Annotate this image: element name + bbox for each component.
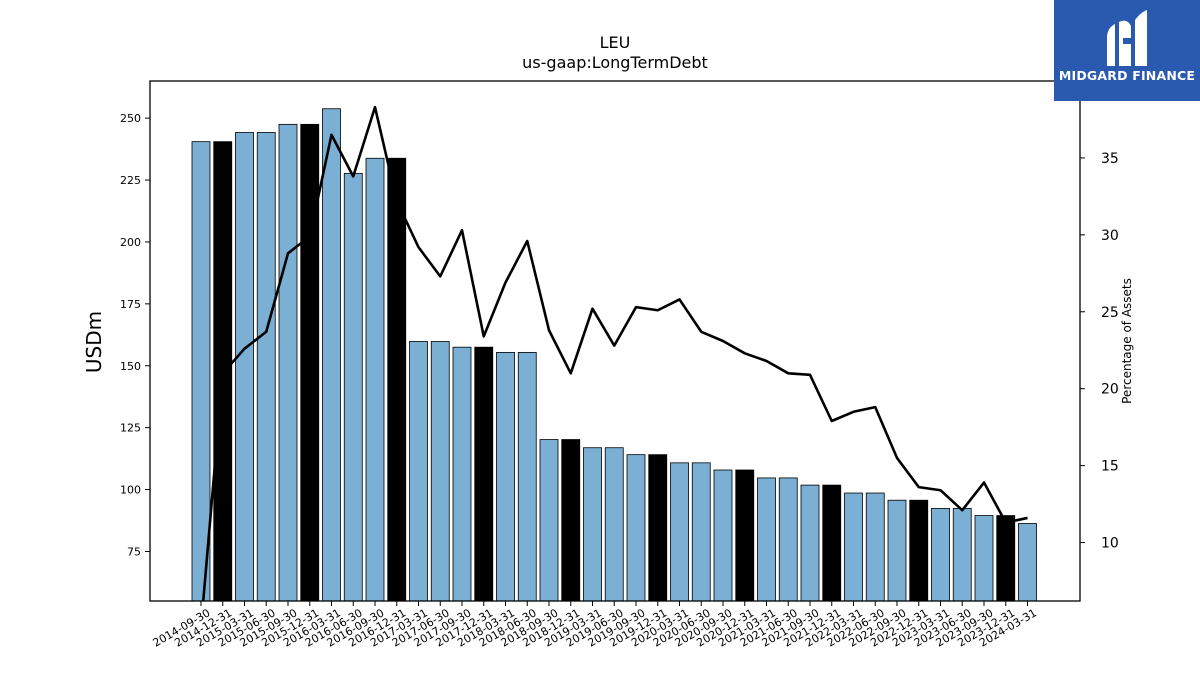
y2-tick-label: 10 — [1101, 536, 1119, 552]
plot-frame — [149, 80, 1081, 602]
bar-2023-03-31 — [931, 507, 950, 602]
bar-2016-09-30 — [365, 157, 385, 602]
bar-2016-03-31 — [322, 108, 341, 602]
y-tick-label: 250 — [120, 112, 141, 125]
bar-2019-06-30 — [604, 447, 624, 602]
line-layer — [201, 105, 1028, 601]
bar-2020-09-30 — [713, 469, 733, 602]
bar-2020-12-31 — [735, 469, 755, 602]
y2-tick-label: 30 — [1101, 228, 1119, 244]
logo-mark-icon — [1107, 10, 1147, 66]
bar-2017-06-30 — [430, 341, 450, 602]
bar-2022-06-30 — [865, 492, 885, 602]
bar-2022-03-31 — [844, 492, 863, 602]
bar-2014-09-30 — [191, 141, 211, 602]
y2-tick-label: 20 — [1101, 382, 1119, 398]
chart-title: LEU — [600, 33, 631, 52]
left-axis: 75 100 125 150 175 200 225 250 — [120, 112, 150, 558]
bar-2016-06-30 — [343, 172, 363, 602]
bar-2020-06-30 — [691, 462, 711, 602]
y-tick-label: 200 — [120, 236, 141, 249]
bar-2021-06-30 — [778, 477, 798, 602]
y-tick-label: 125 — [120, 422, 141, 435]
bar-2017-03-31 — [409, 341, 428, 602]
y-tick-label: 100 — [120, 484, 141, 497]
y-tick-label: 225 — [120, 174, 141, 187]
bar-2021-09-30 — [800, 484, 820, 602]
bar-2024-03-31 — [1018, 523, 1037, 602]
bar-2019-03-31 — [583, 447, 602, 602]
bar-2019-09-30 — [626, 454, 646, 602]
y2-axis-label: Percentage of Assets — [1120, 278, 1134, 404]
bar-2021-12-31 — [822, 484, 842, 602]
y-axis-label: USDm — [82, 311, 106, 373]
bar-2017-12-31 — [474, 346, 494, 602]
y-tick-label: 175 — [120, 298, 141, 311]
bars-layer — [191, 108, 1037, 602]
logo-text: MIDGARD FINANCE — [1058, 68, 1196, 83]
bar-2022-12-31 — [909, 499, 929, 602]
bar-2023-06-30 — [952, 507, 972, 602]
y-tick-label: 150 — [120, 360, 141, 373]
y2-tick-label: 25 — [1101, 305, 1119, 321]
bar-2021-03-31 — [757, 477, 776, 602]
bar-2017-09-30 — [452, 346, 472, 602]
percentage-line — [201, 105, 1028, 601]
chart-subtitle: us-gaap:LongTermDebt — [522, 53, 708, 72]
bar-2015-06-30 — [256, 132, 276, 602]
brand-logo: MIDGARD FINANCE — [1054, 0, 1200, 101]
bar-2015-09-30 — [278, 123, 298, 602]
bar-2015-03-31 — [235, 132, 254, 602]
bar-2020-03-31 — [670, 462, 689, 602]
bar-2018-03-31 — [496, 351, 515, 602]
y-tick-label: 75 — [127, 545, 141, 558]
right-axis: 10 15 20 25 30 35 — [1080, 151, 1119, 552]
bar-2019-12-31 — [648, 454, 668, 602]
bar-2022-09-30 — [887, 499, 907, 602]
bar-2018-09-30 — [539, 439, 559, 602]
bar-2018-06-30 — [517, 351, 537, 602]
y2-tick-label: 35 — [1101, 151, 1119, 167]
x-axis: 2014-09-302014-12-312015-03-312015-06-30… — [151, 601, 1039, 650]
bar-2023-12-31 — [996, 515, 1016, 602]
bar-2023-09-30 — [974, 515, 994, 602]
bar-2018-12-31 — [561, 439, 581, 602]
bar-2016-12-31 — [387, 157, 407, 602]
bar-2014-12-31 — [213, 141, 233, 602]
bar-2015-12-31 — [300, 123, 320, 602]
y2-tick-label: 15 — [1101, 459, 1119, 475]
